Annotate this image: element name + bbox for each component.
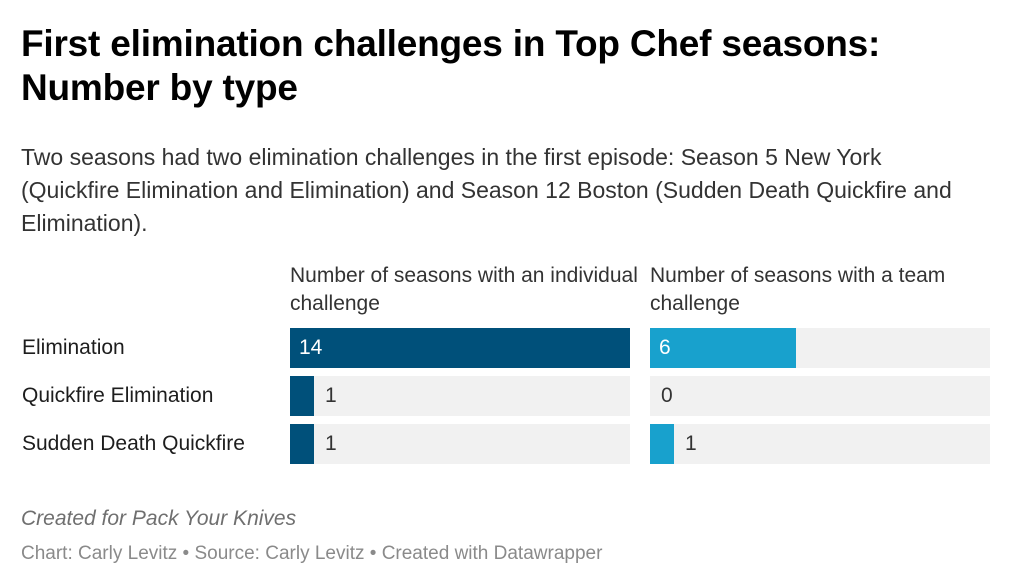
bar-value-label: 6 xyxy=(659,336,671,359)
chart-title: First elimination challenges in Top Chef… xyxy=(21,23,881,108)
bar-value-label: 14 xyxy=(299,336,323,359)
column-header-individual: Number of seasons with an individual cha… xyxy=(290,264,638,315)
bar xyxy=(290,424,314,464)
bar-track: 1 xyxy=(290,376,630,416)
bar-value-label: 1 xyxy=(325,432,337,455)
row-label: Elimination xyxy=(22,336,125,359)
chart-credit: Chart: Carly Levitz • Source: Carly Levi… xyxy=(21,543,603,564)
chart-subtitle: Two seasons had two elimination challeng… xyxy=(21,144,952,236)
row-label: Quickfire Elimination xyxy=(22,384,214,407)
bar-value-label: 0 xyxy=(661,384,673,407)
bar-track: 0 xyxy=(650,376,990,416)
column-header-team: Number of seasons with a team challenge xyxy=(650,264,946,315)
bar xyxy=(290,328,630,368)
bar xyxy=(290,376,314,416)
chart-notes: Created for Pack Your Knives xyxy=(21,507,297,530)
bar-track: 14 xyxy=(290,328,630,368)
bar-track: 6 xyxy=(650,328,990,368)
bar-track: 1 xyxy=(290,424,630,464)
bar-value-label: 1 xyxy=(325,384,337,407)
bar-track: 1 xyxy=(650,424,990,464)
bar xyxy=(650,424,674,464)
bar-value-label: 1 xyxy=(685,432,697,455)
row-label: Sudden Death Quickfire xyxy=(22,432,245,455)
bar xyxy=(650,328,796,368)
